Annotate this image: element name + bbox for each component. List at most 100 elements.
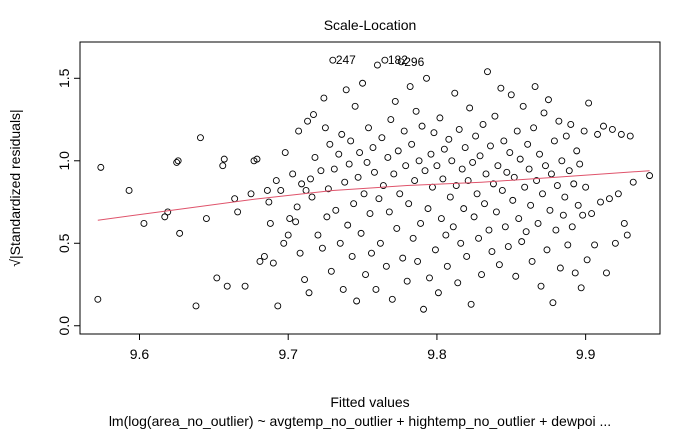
data-point — [272, 177, 280, 185]
data-point — [476, 152, 484, 160]
data-point — [373, 61, 381, 69]
data-point — [525, 165, 533, 173]
data-point — [241, 282, 249, 290]
data-point — [451, 89, 459, 97]
data-point — [487, 142, 494, 150]
data-point — [470, 213, 478, 221]
data-point — [266, 220, 274, 227]
data-point — [281, 149, 289, 156]
data-point — [362, 271, 369, 279]
y-tick-label: 0.5 — [56, 233, 72, 253]
data-point — [623, 231, 631, 239]
data-point — [412, 107, 420, 115]
data-point — [583, 256, 591, 264]
data-point — [434, 289, 442, 297]
data-point — [321, 124, 329, 132]
data-point — [475, 234, 483, 242]
data-point — [363, 158, 371, 166]
data-point — [549, 299, 557, 307]
data-point — [318, 244, 326, 252]
data-point — [629, 178, 637, 186]
data-point — [545, 96, 552, 104]
data-point — [429, 183, 436, 191]
data-point — [360, 190, 368, 198]
data-point — [223, 282, 231, 290]
data-point — [570, 180, 578, 188]
data-point — [330, 165, 338, 173]
data-point — [571, 269, 579, 277]
data-point — [534, 220, 542, 227]
data-point — [449, 223, 457, 231]
data-point — [455, 125, 463, 133]
data-point — [516, 155, 524, 163]
data-point — [506, 149, 514, 156]
data-point — [469, 158, 477, 166]
data-point — [617, 130, 625, 138]
data-point — [317, 167, 325, 175]
data-point — [332, 206, 340, 214]
data-point — [385, 208, 393, 216]
data-point — [388, 295, 396, 303]
data-point — [478, 271, 485, 279]
data-point — [524, 140, 532, 148]
data-point — [568, 223, 576, 231]
data-point — [403, 277, 411, 285]
data-point — [397, 58, 405, 66]
data-point — [140, 220, 148, 227]
data-point — [580, 127, 588, 135]
data-point — [579, 211, 587, 219]
data-point — [365, 124, 372, 132]
data-point — [359, 79, 367, 87]
data-point — [323, 213, 331, 221]
data-point — [536, 150, 543, 158]
data-point — [409, 234, 417, 242]
data-point — [314, 231, 322, 239]
data-point — [298, 180, 306, 188]
data-point — [461, 144, 469, 152]
model-formula-subtitle: lm(log(area_no_outlier) ~ avgtemp_no_out… — [109, 413, 611, 429]
data-point — [510, 173, 518, 181]
data-point — [219, 162, 227, 170]
data-point — [489, 180, 497, 188]
data-point — [454, 279, 462, 287]
data-point — [192, 302, 200, 310]
data-point — [555, 117, 563, 125]
data-point — [173, 158, 181, 166]
data-point — [519, 102, 527, 110]
data-point — [94, 295, 102, 303]
data-point — [491, 112, 499, 120]
data-point — [338, 130, 346, 138]
data-point — [423, 74, 430, 82]
data-point — [289, 170, 297, 178]
data-point — [274, 302, 282, 310]
data-point — [292, 218, 300, 226]
data-point — [302, 187, 310, 194]
data-point — [305, 289, 313, 297]
data-point — [384, 154, 392, 161]
data-point — [460, 205, 468, 213]
x-axis-label: Fitted values — [330, 394, 409, 410]
data-point — [463, 253, 471, 260]
data-point — [562, 132, 570, 140]
data-point — [256, 257, 264, 265]
data-point — [335, 150, 343, 158]
data-point — [345, 160, 353, 168]
data-point — [530, 124, 538, 132]
data-point — [585, 99, 593, 107]
data-point — [402, 162, 410, 170]
data-point — [564, 241, 572, 249]
data-point — [600, 122, 607, 130]
data-point — [553, 182, 561, 189]
data-point — [277, 187, 285, 194]
data-point — [518, 238, 526, 246]
data-point — [597, 198, 604, 206]
data-point — [437, 215, 445, 222]
data-point — [605, 195, 613, 203]
x-tick-label: 9.8 — [427, 346, 447, 362]
data-point — [420, 305, 427, 313]
x-tick-label: 9.9 — [576, 346, 596, 362]
data-point — [381, 56, 389, 64]
data-point — [492, 208, 500, 216]
data-point — [458, 165, 466, 173]
